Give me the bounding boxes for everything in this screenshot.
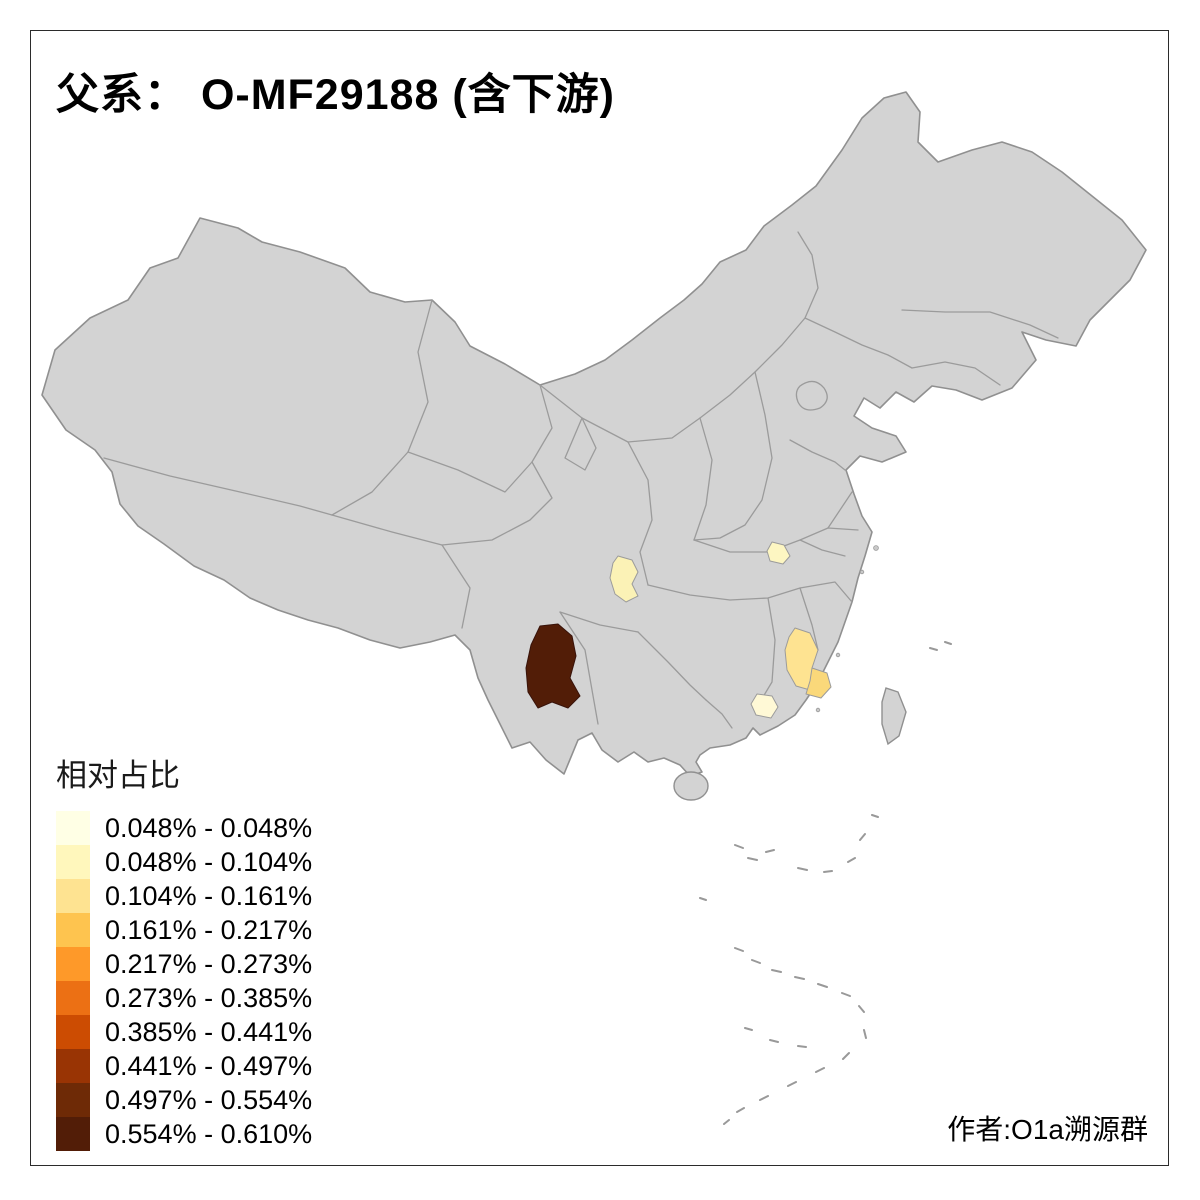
legend-swatch [56, 913, 90, 947]
legend-label: 0.104% - 0.161% [105, 880, 313, 911]
legend-item: 0.217% - 0.273% [56, 947, 312, 981]
border-shanxi-west [693, 417, 713, 541]
border-guangxi-guangdong [705, 699, 733, 729]
legend-label: 0.217% - 0.273% [105, 948, 313, 979]
region-hunan-north [766, 541, 791, 565]
border-shaanxi-west [627, 441, 653, 586]
border-shanxi-east [693, 371, 773, 541]
legend-item: 0.385% - 0.441% [56, 1015, 312, 1049]
legend-label: 0.554% - 0.610% [105, 1118, 313, 1149]
islet [835, 652, 841, 658]
border-jilin-liaoning [911, 361, 1001, 386]
border-tibet-north [103, 457, 333, 516]
highlighted-regions [525, 541, 832, 719]
province-borders [103, 231, 1059, 729]
legend-label: 0.273% - 0.385% [105, 982, 313, 1013]
border-shandong-hebei [789, 439, 846, 471]
border-hunan-jiangxi [759, 597, 776, 703]
islet [815, 707, 821, 713]
border-jiangsu-shandong [827, 491, 853, 529]
border-sichuan-guizhou [559, 611, 639, 633]
south-china-sea-islands [699, 641, 952, 1125]
legend-item: 0.104% - 0.161% [56, 879, 312, 913]
border-anhui-jiangsu [799, 539, 846, 557]
border-guizhou-guangxi [637, 631, 707, 701]
legend-title: 相对占比 [56, 758, 180, 793]
legend-swatch [56, 1117, 90, 1151]
legend-item: 0.441% - 0.497% [56, 1049, 312, 1083]
border-xinjiang-east [331, 299, 433, 516]
author-credit: 作者:O1a溯源群 [947, 1114, 1148, 1145]
legend-swatch [56, 1083, 90, 1117]
region-yunnan-west [525, 623, 581, 709]
region-sichuan-east [609, 555, 639, 603]
legend-label: 0.497% - 0.554% [105, 1084, 313, 1115]
border-beijing-area [795, 380, 828, 411]
border-qinghai-south [441, 461, 553, 546]
border-ningxia [564, 417, 597, 471]
islet [873, 545, 879, 551]
legend-swatch [56, 1015, 90, 1049]
legend-swatch [56, 1049, 90, 1083]
legend-label: 0.441% - 0.497% [105, 1050, 313, 1081]
legend-item: 0.161% - 0.217% [56, 913, 312, 947]
legend-item: 0.048% - 0.048% [56, 811, 312, 845]
legend-item: 0.048% - 0.104% [56, 845, 312, 879]
legend-item: 0.273% - 0.385% [56, 981, 312, 1015]
legend-swatch [56, 947, 90, 981]
legend-swatch [56, 879, 90, 913]
taiwan-island [881, 687, 907, 746]
region-guangdong-east [805, 667, 832, 699]
legend-swatch [56, 811, 90, 845]
border-heilongjiang-jilin [901, 309, 1059, 339]
map-title: 父系： O-MF29188 (含下游) [56, 71, 615, 119]
legend-label: 0.048% - 0.048% [105, 812, 313, 843]
border-inner-mongolia-northeast [797, 231, 819, 319]
region-guangdong-central [750, 693, 779, 719]
legend-label: 0.385% - 0.441% [105, 1016, 313, 1047]
legend-label: 0.161% - 0.217% [105, 914, 313, 945]
islet [859, 569, 865, 575]
mainland-china [41, 91, 1147, 777]
border-jiangxi-fujian [799, 587, 819, 651]
border-qinghai-north [407, 384, 553, 493]
legend-label: 0.048% - 0.104% [105, 846, 313, 877]
legend: 相对占比 0.048% - 0.048% 0.048% - 0.104% 0.1… [56, 750, 312, 1151]
legend-item: 0.497% - 0.554% [56, 1083, 312, 1117]
border-yunnan-east [559, 611, 599, 725]
legend-swatch [56, 845, 90, 879]
hainan-island [673, 771, 709, 801]
coastal-islets [815, 545, 879, 713]
legend-swatch [56, 981, 90, 1015]
legend-item: 0.554% - 0.610% [56, 1117, 312, 1151]
